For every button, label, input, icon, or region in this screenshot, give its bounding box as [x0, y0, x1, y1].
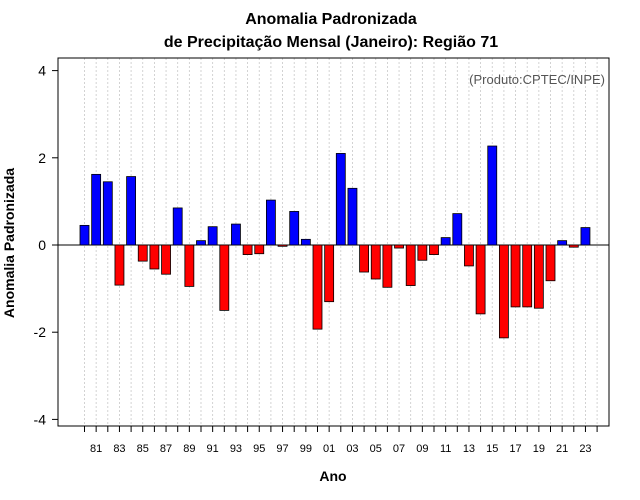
- bar-2005: [370, 244, 381, 280]
- bar-2021: [557, 240, 568, 246]
- y-tick-label: 4: [38, 63, 46, 79]
- x-tick-label: 87: [160, 443, 172, 455]
- y-tick-label: -4: [34, 411, 47, 427]
- bar-1996: [265, 199, 276, 246]
- bar-2009: [417, 244, 428, 261]
- x-tick-label: 85: [137, 443, 149, 455]
- bar-2017: [510, 244, 521, 308]
- bar-1999: [300, 238, 311, 246]
- bar-1985: [137, 244, 148, 262]
- bar-1990: [196, 240, 206, 246]
- x-tick-label: 95: [253, 443, 265, 455]
- bar-1989: [184, 244, 195, 287]
- bar-2015: [487, 145, 498, 246]
- bar-1987: [161, 244, 171, 275]
- bar-2001: [324, 244, 335, 303]
- x-tick-label: 19: [533, 443, 545, 455]
- y-tick-label: 0: [38, 237, 46, 253]
- chart-title-line1: Anomalia Padronizada: [245, 11, 417, 28]
- bar-1997: [277, 244, 288, 247]
- x-tick-label: 21: [556, 443, 568, 455]
- bar-2006: [382, 244, 393, 288]
- chart-title-line2: de Precipitação Mensal (Janeiro): Região…: [164, 34, 498, 51]
- x-tick-label: 97: [276, 443, 288, 455]
- x-axis-label: Ano: [319, 468, 346, 484]
- x-tick-label: 01: [323, 443, 335, 455]
- x-tick-label: 91: [207, 443, 219, 455]
- bar-2000: [312, 244, 323, 330]
- bar-1992: [219, 244, 230, 311]
- bars: [79, 145, 591, 339]
- y-tick-label: -2: [34, 324, 47, 340]
- x-tick-label: 11: [440, 443, 451, 455]
- bar-1991: [207, 226, 218, 246]
- bar-2018: [522, 244, 533, 308]
- x-tick-label: 17: [509, 443, 521, 455]
- bar-2010: [429, 244, 439, 255]
- bar-2020: [545, 244, 556, 282]
- bar-2012: [452, 213, 463, 246]
- bar-1986: [149, 244, 160, 270]
- bar-2011: [440, 237, 451, 246]
- y-axis: -4 -2 0 2 4: [34, 63, 58, 427]
- bar-2014: [475, 244, 486, 315]
- bar-2019: [533, 244, 544, 309]
- bar-1981: [91, 173, 102, 246]
- x-tick-label: 03: [346, 443, 358, 455]
- bar-1983: [114, 244, 125, 286]
- bar-1980: [79, 224, 90, 246]
- x-tick-label: 07: [393, 443, 405, 455]
- x-tick-label: 93: [230, 443, 242, 455]
- bar-2022: [568, 244, 579, 248]
- bar-2007: [394, 244, 404, 249]
- x-axis: 81 83 85 87 89 91 93 95 97 99 01 03 05 07 09 11 13 15 17 19…: [84, 426, 598, 455]
- bar-1995: [254, 244, 265, 255]
- x-tick-label: 05: [370, 443, 382, 455]
- bar-2013: [464, 244, 474, 267]
- x-tick-label: 23: [579, 443, 591, 455]
- y-tick-label: 2: [38, 150, 46, 166]
- x-tick-label: 09: [416, 443, 428, 455]
- credit-text: (Produto:CPTEC/INPE): [469, 72, 605, 87]
- bar-1982: [102, 181, 113, 246]
- bar-1998: [289, 211, 300, 246]
- bar-1988: [172, 207, 183, 246]
- bar-1984: [126, 176, 136, 246]
- x-tick-label: 81: [90, 443, 102, 455]
- bar-2008: [405, 244, 416, 286]
- x-tick-label: 89: [183, 443, 195, 455]
- x-tick-label: 15: [486, 443, 498, 455]
- plot-frame: [57, 57, 610, 427]
- bar-2016: [498, 244, 509, 339]
- x-tick-label: 83: [113, 443, 125, 455]
- bar-1994: [242, 244, 253, 255]
- bar-2004: [359, 244, 370, 273]
- bar-2003: [347, 187, 358, 246]
- bar-1993: [231, 223, 241, 246]
- bar-2023: [580, 227, 591, 246]
- x-tick-label: 13: [463, 443, 475, 455]
- y-axis-label: Anomalia Padronizada: [1, 168, 17, 318]
- bar-2002: [335, 153, 346, 246]
- x-tick-label: 99: [300, 443, 312, 455]
